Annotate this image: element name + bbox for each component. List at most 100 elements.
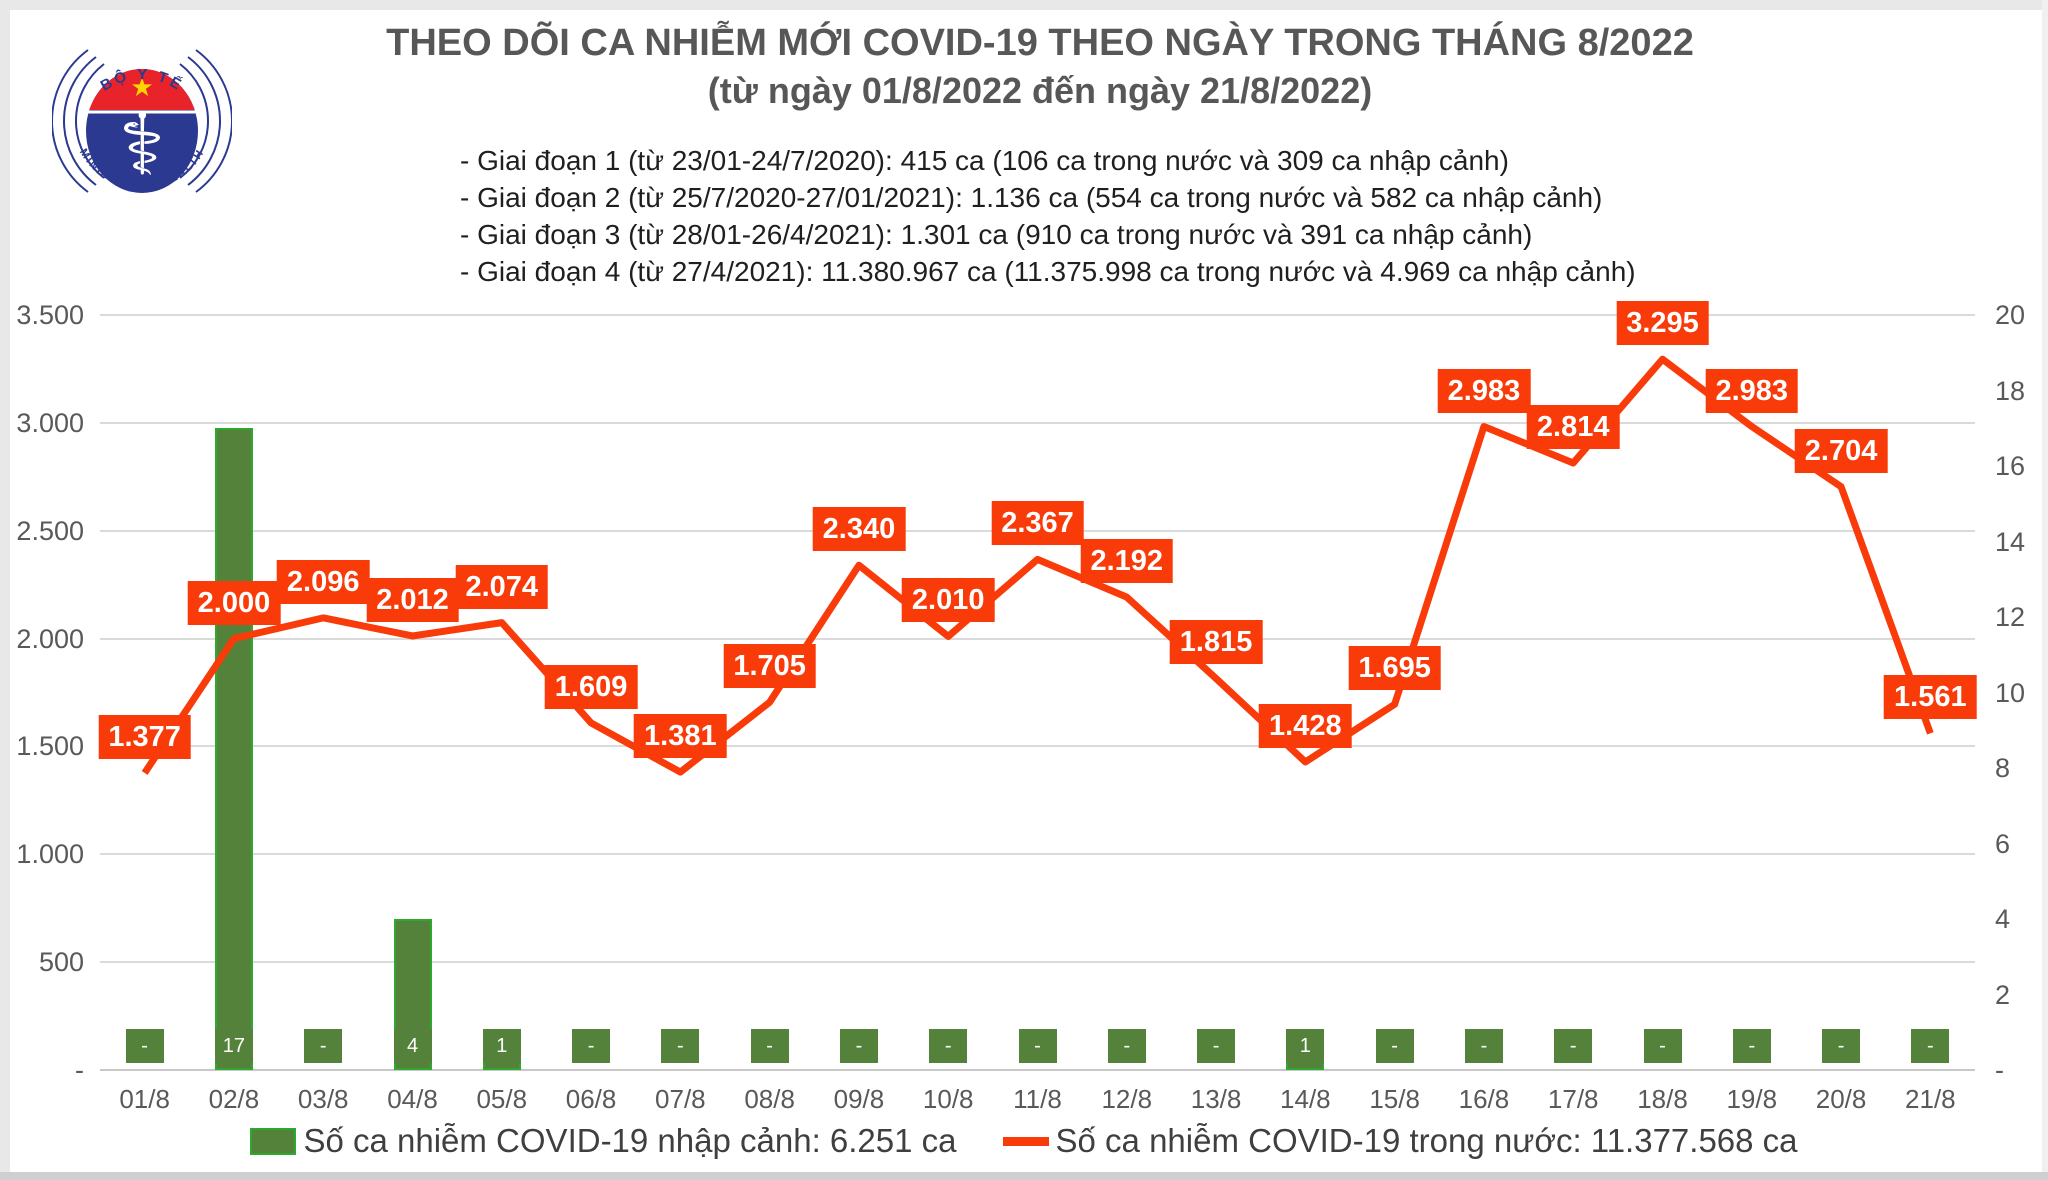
bar-data-label: - bbox=[1732, 1029, 1771, 1063]
window-edge-right bbox=[2042, 0, 2048, 1180]
gridline bbox=[100, 637, 1975, 640]
x-axis-label: 11/8 bbox=[1013, 1084, 1062, 1114]
right-axis-tick: 16 bbox=[1995, 451, 2026, 481]
bar-data-label: 1 bbox=[1286, 1029, 1325, 1063]
bar-data-label: - bbox=[572, 1029, 611, 1063]
right-axis-tick: 18 bbox=[1995, 375, 2026, 406]
logo-red-dome bbox=[89, 68, 195, 110]
legend-imported-label: Số ca nhiễm COVID-19 nhập cảnh: 6.251 ca bbox=[303, 1122, 957, 1159]
legend-line-swatch-icon bbox=[1002, 1136, 1049, 1146]
line-data-label: 2.012 bbox=[366, 577, 459, 622]
x-axis-label: 12/8 bbox=[1101, 1084, 1153, 1114]
line-data-label: 2.704 bbox=[1794, 428, 1888, 473]
x-axis-label: 17/8 bbox=[1547, 1084, 1599, 1114]
bar-data-label: - bbox=[1107, 1029, 1146, 1063]
phase-notes: - Giai đoạn 1 (từ 23/01-24/7/2020): 415 … bbox=[460, 142, 1636, 290]
imported-cases-bar bbox=[214, 428, 253, 1070]
bar-data-label: 1 bbox=[482, 1029, 521, 1063]
ministry-of-health-logo: ★ ⚕ BỘ Y TẾ MINISTRY OF HEALTH bbox=[52, 49, 232, 193]
line-data-label: 2.814 bbox=[1526, 404, 1620, 449]
window-edge-top bbox=[0, 0, 2048, 10]
bar-data-label: - bbox=[1375, 1029, 1414, 1063]
left-axis-tick: 2.000 bbox=[16, 623, 84, 654]
x-axis-label: 05/8 bbox=[476, 1084, 528, 1114]
bar-data-label: - bbox=[304, 1029, 343, 1063]
right-axis-tick: - bbox=[1995, 1055, 2004, 1085]
right-axis-tick: 6 bbox=[1995, 828, 2011, 859]
right-axis-tick: 10 bbox=[1995, 677, 2026, 708]
line-data-label: 2.000 bbox=[187, 580, 281, 625]
gridline bbox=[100, 421, 1975, 424]
page-title: THEO DÕI CA NHIỄM MỚI COVID-19 THEO NGÀY… bbox=[386, 22, 1694, 64]
x-axis-label: 09/8 bbox=[833, 1084, 885, 1114]
line-data-label: 2.074 bbox=[455, 564, 549, 609]
legend-bar-swatch-icon bbox=[250, 1127, 297, 1155]
line-data-label: 1.381 bbox=[634, 714, 727, 759]
phase-note-2: - Giai đoạn 2 (từ 25/7/2020-27/01/2021):… bbox=[460, 182, 1603, 213]
left-axis-tick: - bbox=[75, 1055, 84, 1085]
line-data-label: 1.609 bbox=[544, 664, 638, 709]
right-axis-tick: 4 bbox=[1995, 904, 2011, 934]
x-axis-label: 04/8 bbox=[387, 1084, 438, 1114]
legend-item-domestic-cases: Số ca nhiễm COVID-19 trong nước: 11.377.… bbox=[1002, 1122, 1798, 1160]
left-axis-tick: 1.500 bbox=[16, 731, 84, 762]
bar-data-label: - bbox=[839, 1029, 878, 1063]
right-axis-tick: 2 bbox=[1995, 979, 2011, 1010]
bar-data-label: - bbox=[750, 1029, 789, 1063]
bar-data-label: - bbox=[1554, 1029, 1593, 1063]
bar-data-label: - bbox=[1911, 1029, 1950, 1063]
x-axis-label: 10/8 bbox=[922, 1084, 974, 1114]
line-data-label: 2.983 bbox=[1705, 368, 1799, 413]
logo-side-arcs bbox=[52, 49, 232, 193]
line-data-label: 1.561 bbox=[1884, 675, 1977, 720]
right-axis-tick: 20 bbox=[1995, 300, 2026, 330]
left-axis-tick: 500 bbox=[38, 947, 84, 978]
bar-data-label: - bbox=[1464, 1029, 1503, 1063]
line-data-label: 1.815 bbox=[1169, 620, 1263, 665]
window-edge-bottom bbox=[0, 1172, 2048, 1180]
bar-data-label: 4 bbox=[393, 1029, 432, 1063]
logo-caduceus-icon: ⚕ bbox=[119, 97, 166, 193]
x-axis-label: 21/8 bbox=[1905, 1084, 1956, 1114]
legend: Số ca nhiễm COVID-19 nhập cảnh: 6.251 ca… bbox=[0, 1122, 2048, 1160]
left-axis-tick: 3.000 bbox=[16, 407, 84, 438]
line-data-label: 2.096 bbox=[276, 559, 370, 604]
phase-note-3: - Giai đoạn 3 (từ 28/01-26/4/2021): 1.30… bbox=[460, 219, 1533, 250]
bar-data-label: 17 bbox=[214, 1029, 253, 1063]
x-axis-label: 15/8 bbox=[1369, 1084, 1420, 1114]
bar-data-label: - bbox=[1197, 1029, 1236, 1063]
line-data-label: 1.377 bbox=[98, 714, 191, 759]
line-data-label: 2.983 bbox=[1437, 368, 1531, 413]
bar-data-label: - bbox=[125, 1029, 164, 1063]
x-axis-label: 13/8 bbox=[1190, 1084, 1242, 1114]
x-axis-label: 02/8 bbox=[208, 1084, 260, 1114]
x-axis-label: 08/8 bbox=[744, 1084, 795, 1114]
left-axis-tick: 2.500 bbox=[16, 515, 84, 546]
x-axis-label: 14/8 bbox=[1280, 1084, 1331, 1114]
line-data-label: 3.295 bbox=[1616, 301, 1709, 346]
legend-domestic-label: Số ca nhiễm COVID-19 trong nước: 11.377.… bbox=[1055, 1122, 1798, 1159]
line-data-label: 2.340 bbox=[812, 507, 906, 552]
gridline bbox=[100, 745, 1975, 748]
bar-data-label: - bbox=[1018, 1029, 1057, 1063]
legend-item-imported-cases: Số ca nhiễm COVID-19 nhập cảnh: 6.251 ca bbox=[250, 1122, 957, 1160]
x-axis-label: 19/8 bbox=[1726, 1084, 1778, 1114]
line-data-label: 1.428 bbox=[1259, 703, 1352, 748]
left-axis-tick: 3.500 bbox=[16, 300, 84, 330]
window-edge-left bbox=[0, 0, 10, 1180]
line-data-label: 2.010 bbox=[901, 578, 995, 623]
line-data-label: 2.367 bbox=[991, 501, 1084, 546]
x-axis-label: 16/8 bbox=[1458, 1084, 1510, 1114]
bar-data-label: - bbox=[1643, 1029, 1682, 1063]
bar-data-label: - bbox=[661, 1029, 700, 1063]
x-axis-label: 03/8 bbox=[297, 1084, 349, 1114]
page-subtitle: (từ ngày 01/8/2022 đến ngày 21/8/2022) bbox=[707, 70, 1373, 111]
right-axis-tick: 14 bbox=[1995, 526, 2026, 557]
line-data-label: 1.705 bbox=[723, 644, 816, 689]
line-data-label: 1.695 bbox=[1348, 646, 1441, 691]
phase-note-4: - Giai đoạn 4 (từ 27/4/2021): 11.380.967… bbox=[460, 256, 1636, 287]
right-axis-tick: 12 bbox=[1995, 602, 2026, 632]
x-axis-label: 01/8 bbox=[119, 1084, 170, 1114]
